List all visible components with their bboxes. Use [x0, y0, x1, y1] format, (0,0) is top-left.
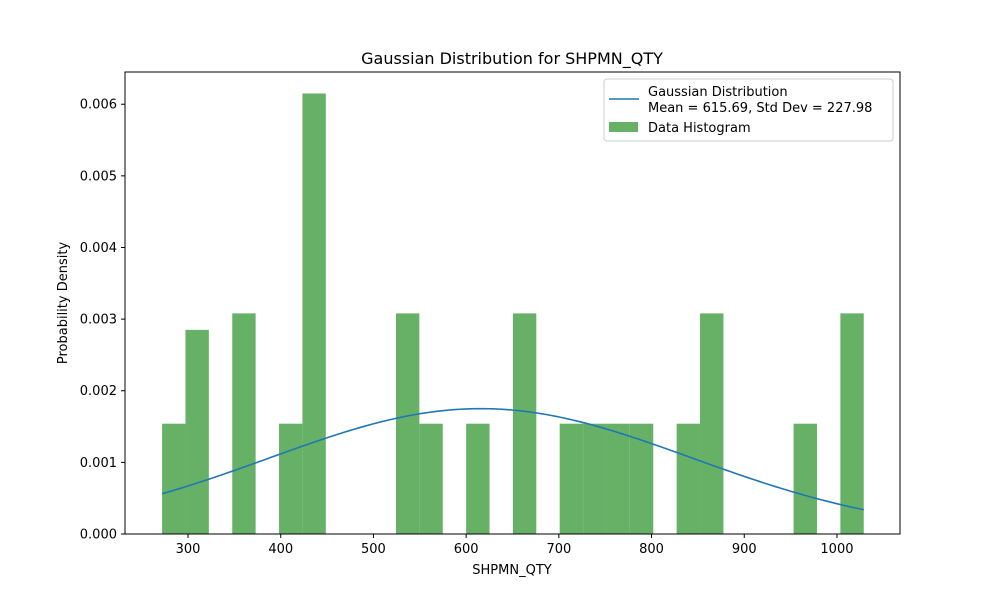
histogram-bar — [162, 423, 186, 534]
histogram-bar — [232, 313, 256, 534]
chart-title: Gaussian Distribution for SHPMN_QTY — [361, 49, 663, 69]
x-axis-label: SHPMN_QTY — [472, 563, 551, 578]
histogram-bar — [606, 423, 630, 534]
legend: Gaussian Distribution Mean = 615.69, Std… — [603, 78, 894, 142]
y-axis-ticks: 0.000 0.001 0.002 0.003 0.004 0.005 0.006 — [80, 98, 125, 543]
y-tick-label: 0.002 — [80, 384, 117, 399]
y-tick-label: 0.003 — [80, 313, 117, 328]
histogram-bars — [162, 93, 864, 534]
histogram-bar — [395, 313, 420, 534]
x-tick-label: 1000 — [820, 542, 853, 557]
legend-gaussian-label: Gaussian Distribution — [648, 85, 788, 100]
gaussian-curve-layer — [161, 407, 865, 511]
legend-gaussian-stats: Mean = 615.69, Std Dev = 227.98 — [648, 101, 872, 116]
x-tick-label: 700 — [546, 542, 571, 557]
histogram-bar — [559, 423, 584, 534]
y-tick-label: 0.000 — [80, 528, 117, 543]
histogram-bar — [279, 423, 303, 534]
x-tick-label: 800 — [639, 542, 664, 557]
x-tick-label: 300 — [176, 542, 201, 557]
plot-frame — [124, 71, 901, 535]
x-tick-label: 600 — [454, 542, 479, 557]
y-tick-label: 0.006 — [80, 98, 117, 113]
x-tick-label: 500 — [361, 542, 386, 557]
histogram-bar — [583, 423, 607, 534]
histogram-bar — [700, 313, 724, 534]
legend-histogram-swatch — [609, 122, 638, 132]
histogram-bar — [793, 423, 817, 534]
histogram-bar — [629, 423, 654, 534]
histogram-bar — [466, 423, 490, 534]
histogram-bar — [419, 423, 443, 534]
legend-histogram-label: Data Histogram — [648, 121, 751, 136]
gaussian-curve — [161, 407, 865, 511]
histogram-bar — [840, 313, 864, 534]
x-tick-label: 400 — [268, 542, 293, 557]
y-tick-label: 0.004 — [80, 241, 117, 256]
histogram-bar — [676, 423, 701, 534]
y-axis-label: Probability Density — [56, 242, 71, 365]
histogram-bar — [512, 313, 537, 534]
x-tick-label: 900 — [732, 542, 757, 557]
histogram-bar — [185, 329, 209, 534]
y-tick-label: 0.001 — [80, 456, 117, 471]
y-tick-label: 0.005 — [80, 169, 117, 184]
histogram-bar — [302, 93, 326, 534]
x-axis-ticks: 300 400 500 600 700 800 900 1000 — [176, 534, 854, 557]
legend-box — [603, 78, 894, 142]
